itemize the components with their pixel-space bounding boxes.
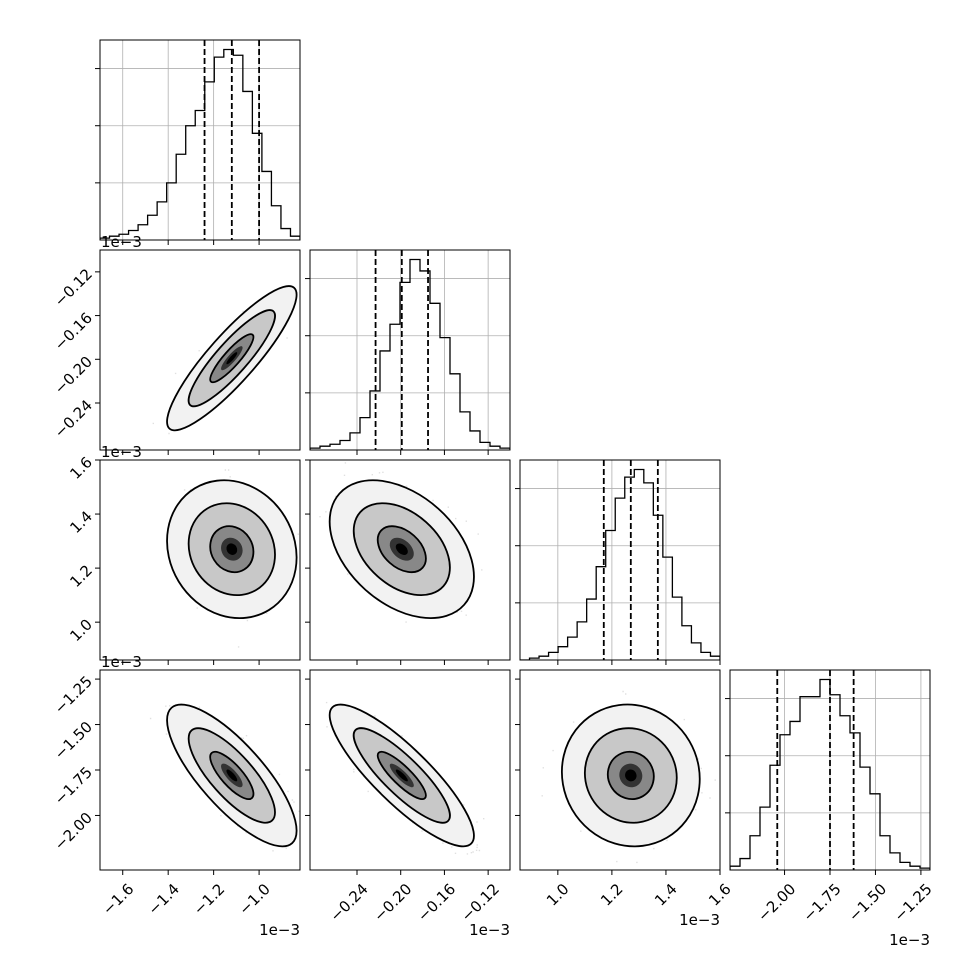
x-tick-label: 1.4 — [651, 880, 681, 910]
y-tick-label: −1.75 — [51, 763, 96, 808]
x-tick-label: 1.0 — [543, 880, 573, 910]
contour-line — [187, 727, 276, 824]
contour-line — [376, 525, 427, 574]
y-tick-label: −2.00 — [51, 809, 96, 854]
histogram-2 — [310, 258, 510, 450]
hist-panel-2 — [305, 249, 511, 451]
y-tick-label: −1.50 — [51, 718, 96, 763]
pair-content — [541, 690, 716, 864]
y-tick-label: −0.12 — [51, 265, 96, 310]
pair-content — [325, 701, 485, 855]
hist-background — [310, 250, 510, 450]
pair-frame — [99, 249, 301, 451]
hist-panel-1 — [95, 39, 301, 241]
pair-panel-4-3 — [519, 669, 721, 871]
pair-panel-3-1 — [99, 459, 301, 661]
histogram-4 — [730, 678, 930, 870]
x-tick-label: −0.24 — [327, 880, 372, 925]
contour-line — [583, 727, 678, 824]
contour-line — [209, 333, 255, 384]
contour-line — [560, 703, 701, 848]
density-peak — [226, 543, 238, 555]
x-tick-label: −0.16 — [414, 880, 459, 925]
hist-frame — [309, 249, 511, 451]
contour-line — [187, 502, 276, 597]
y-offset-label: 1e−3 — [101, 443, 142, 461]
hist-frame — [519, 459, 721, 661]
density-peak — [395, 769, 408, 782]
density-peak — [226, 769, 238, 782]
contour-line — [352, 727, 451, 824]
hist-panel-4 — [725, 669, 931, 871]
contour-line — [209, 750, 255, 800]
pair-content — [149, 703, 300, 852]
x-offset-label: 1e−3 — [259, 921, 300, 939]
contour-line — [166, 285, 298, 432]
x-offset-label: 1e−3 — [679, 911, 720, 929]
pair-panel-4-2 — [309, 669, 511, 871]
x-tick-label: 1.6 — [705, 880, 735, 910]
contour-line — [209, 525, 255, 574]
hist-background — [520, 460, 720, 660]
y-tick-label: −1.25 — [51, 672, 96, 717]
density-peak — [625, 769, 637, 782]
y-offset-label: 1e−3 — [101, 233, 142, 251]
contour-line — [352, 502, 451, 597]
x-tick-label: −1.0 — [235, 880, 273, 918]
pair-frame — [99, 459, 301, 661]
pair-content — [152, 285, 298, 435]
contour-line — [328, 703, 475, 848]
x-tick-label: −1.25 — [890, 880, 935, 925]
x-tick-label: 1.2 — [597, 880, 627, 910]
y-tick-label: −0.24 — [51, 396, 96, 441]
x-tick-label: −1.4 — [144, 880, 182, 918]
contour-line — [166, 703, 298, 848]
y-tick-label: 1.2 — [66, 561, 96, 591]
density-peak — [395, 543, 408, 555]
pair-content — [319, 462, 483, 623]
x-tick-label: −1.6 — [99, 880, 137, 918]
contour-line — [328, 479, 475, 620]
x-offset-label: 1e−3 — [889, 931, 930, 949]
y-tick-label: 1.6 — [66, 453, 96, 483]
y-tick-label: −0.16 — [51, 309, 96, 354]
pair-panel-2-1 — [99, 249, 301, 451]
pair-panel-3-2 — [309, 459, 511, 661]
histogram-3 — [520, 468, 720, 660]
y-offset-label: 1e−3 — [101, 653, 142, 671]
hist-panel-3 — [515, 459, 721, 661]
contour-line — [166, 479, 298, 620]
density-peak — [226, 352, 238, 365]
y-tick-label: 1.4 — [66, 507, 96, 537]
x-tick-label: −1.50 — [845, 880, 890, 925]
hist-frame — [99, 39, 301, 241]
pair-content — [166, 469, 299, 648]
contour-line — [187, 309, 276, 408]
hist-background — [100, 40, 300, 240]
x-tick-label: −1.2 — [190, 880, 228, 918]
x-tick-label: −1.75 — [800, 880, 845, 925]
contour-line — [376, 750, 427, 800]
pair-panel-4-1 — [99, 669, 301, 871]
x-tick-label: −2.00 — [754, 880, 799, 925]
histogram-1 — [100, 48, 300, 240]
y-tick-label: 1.0 — [66, 615, 96, 645]
pair-frame — [309, 459, 511, 661]
x-tick-label: −0.20 — [370, 880, 415, 925]
y-tick-label: −0.20 — [51, 353, 96, 398]
x-tick-label: −0.12 — [458, 880, 503, 925]
contour-line — [606, 750, 655, 800]
x-offset-label: 1e−3 — [469, 921, 510, 939]
